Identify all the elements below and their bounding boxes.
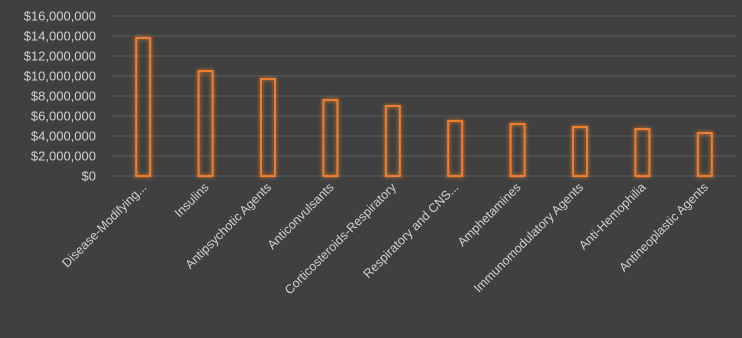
y-tick-label: $0 — [82, 169, 96, 184]
x-axis-category-labels: Disease-Modifying... InsulinsAntipsychoti… — [59, 180, 711, 298]
y-tick-label: $12,000,000 — [24, 49, 96, 64]
y-axis-tick-labels: $0 $2,000,000 $4,000,000 $6,000,000 $8,000,0… — [24, 9, 96, 184]
x-category-label: Insulins — [172, 180, 212, 220]
bar — [572, 126, 588, 177]
x-category-label: Immunomodulatory Agents — [471, 180, 586, 295]
y-tick-label: $10,000,000 — [24, 69, 96, 84]
gridlines — [112, 15, 736, 177]
x-category-label: Amphetamines — [455, 180, 524, 249]
bar — [197, 70, 214, 177]
bar — [634, 128, 651, 177]
y-tick-label: $2,000,000 — [31, 149, 96, 164]
x-category-label: Anti-Hemophilia — [576, 180, 648, 252]
y-tick-label: $6,000,000 — [31, 109, 96, 124]
y-tick-label: $4,000,000 — [31, 129, 96, 144]
y-tick-label: $14,000,000 — [24, 29, 96, 44]
y-tick-label: $8,000,000 — [31, 89, 96, 104]
bar — [260, 78, 276, 177]
bars — [135, 37, 713, 177]
bar — [447, 120, 464, 177]
bar — [509, 123, 526, 177]
x-category-label: Disease-Modifying... — [59, 180, 149, 270]
bar — [322, 99, 339, 177]
bar — [135, 37, 152, 177]
bar — [384, 105, 401, 177]
x-category-label: Corticosteroids-Respiratory — [282, 180, 400, 298]
x-category-label: Anticonvulsants — [265, 180, 337, 252]
bar — [696, 132, 713, 177]
y-tick-label: $16,000,000 — [24, 9, 96, 24]
